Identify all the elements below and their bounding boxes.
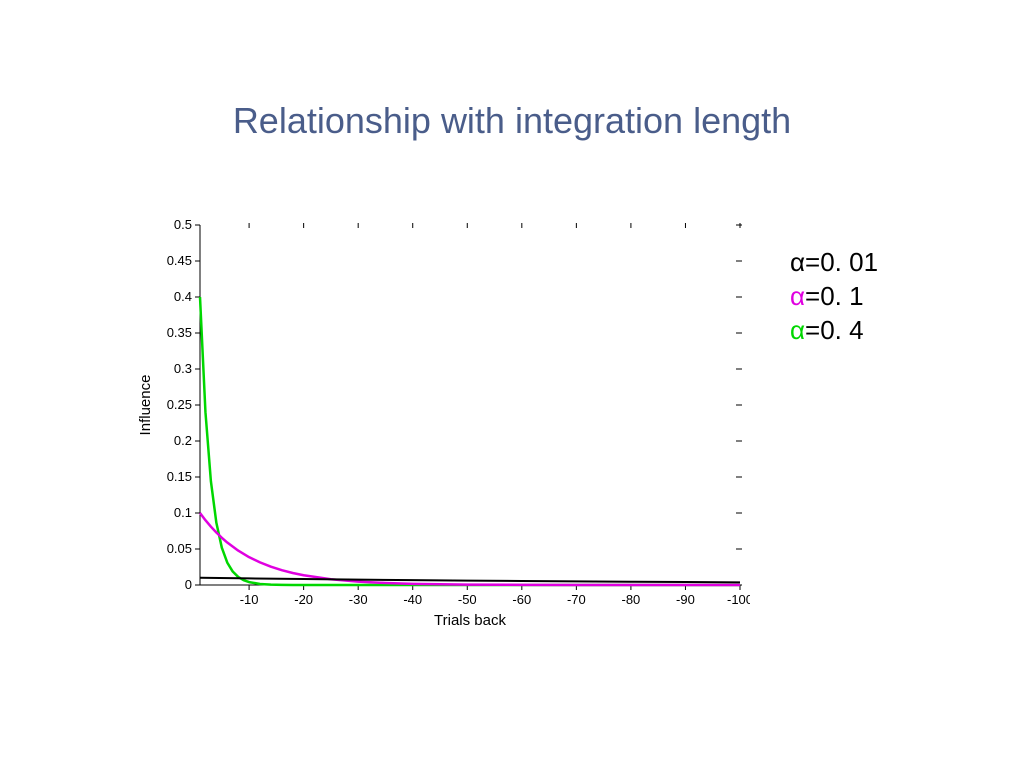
ytick-label: 0.3 [174, 361, 192, 376]
legend-text: =0. 1 [805, 281, 864, 311]
page-title: Relationship with integration length [0, 100, 1024, 142]
ytick-label: 0.45 [167, 253, 192, 268]
legend: α=0. 01α=0. 1α=0. 4 [790, 245, 878, 347]
xtick-label: -70 [567, 592, 586, 607]
alpha-symbol: α [790, 281, 805, 311]
series-alpha-0.4 [200, 297, 740, 585]
legend-item: α=0. 1 [790, 279, 878, 313]
xtick-label: -30 [349, 592, 368, 607]
ytick-label: 0 [185, 577, 192, 592]
chart: 0 0.05 0.1 0.15 0.2 0.25 0.3 0.35 0.4 0.45 0.5 -10 -… [130, 210, 750, 640]
title-text: Relationship with integration length [233, 100, 791, 141]
ytick-label: 0.5 [174, 217, 192, 232]
legend-item: α=0. 01 [790, 245, 878, 279]
ytick-label: 0.15 [167, 469, 192, 484]
xlabel: Trials back [434, 612, 506, 629]
xtick-label: -40 [403, 592, 422, 607]
ytick-label: 0.25 [167, 397, 192, 412]
legend-text: =0. 4 [805, 315, 864, 345]
legend-item: α=0. 4 [790, 313, 878, 347]
ytick-label: 0.35 [167, 325, 192, 340]
xtick-label: -60 [512, 592, 531, 607]
alpha-symbol: α [790, 315, 805, 345]
ytick-label: 0.4 [174, 289, 192, 304]
ytick-label: 0.05 [167, 541, 192, 556]
xtick-label: -80 [622, 592, 641, 607]
ytick-label: 0.2 [174, 433, 192, 448]
series-alpha-0.1 [200, 513, 740, 585]
slide: Relationship with integration length 0 0.… [0, 0, 1024, 768]
ylabel: Influence [137, 375, 154, 436]
xtick-label: -90 [676, 592, 695, 607]
xtick-label: -50 [458, 592, 477, 607]
xtick-label: -20 [294, 592, 313, 607]
alpha-symbol: α [790, 247, 805, 277]
xtick-label: -100 [727, 592, 750, 607]
xtick-label: -10 [240, 592, 259, 607]
ytick-label: 0.1 [174, 505, 192, 520]
series-alpha-0.01 [200, 578, 740, 583]
legend-text: =0. 01 [805, 247, 878, 277]
chart-svg: 0 0.05 0.1 0.15 0.2 0.25 0.3 0.35 0.4 0.45 0.5 -10 -… [130, 210, 750, 640]
